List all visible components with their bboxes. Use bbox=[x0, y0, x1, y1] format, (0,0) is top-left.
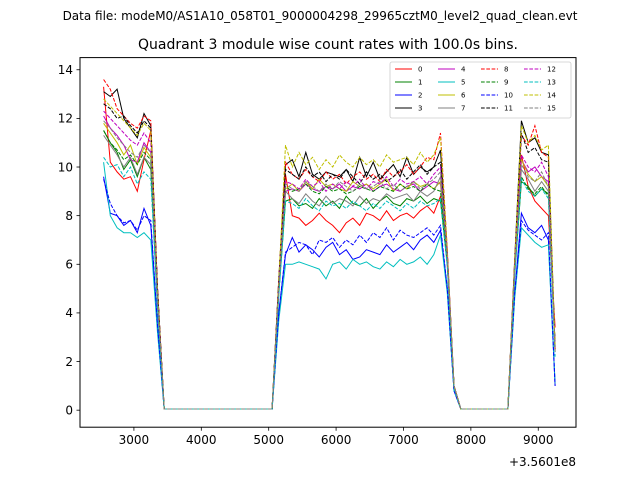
legend-label-14: 14 bbox=[547, 92, 556, 100]
series-line-0 bbox=[103, 86, 556, 410]
x-ticks: 3000 4000 5000 6000 7000 8000 9000 bbox=[119, 427, 554, 447]
plot-frame bbox=[79, 57, 577, 428]
y-tick-label: 2 bbox=[65, 355, 73, 369]
series-line-13 bbox=[103, 157, 556, 410]
x-offset-label: +3.5601e8 bbox=[509, 455, 576, 469]
series-line-11 bbox=[103, 103, 556, 410]
legend-label-1: 1 bbox=[418, 79, 422, 87]
y-tick-label: 10 bbox=[58, 160, 73, 174]
x-tick-label: 8000 bbox=[456, 433, 487, 447]
x-tick-label: 9000 bbox=[523, 433, 554, 447]
series-line-3 bbox=[103, 88, 556, 410]
legend-label-5: 5 bbox=[461, 79, 465, 87]
axes bbox=[79, 57, 577, 428]
series-line-2 bbox=[103, 176, 556, 410]
legend-frame bbox=[389, 61, 572, 119]
y-tick-label: 12 bbox=[58, 112, 73, 126]
x-tick-label: 5000 bbox=[253, 433, 284, 447]
legend-label-3: 3 bbox=[418, 105, 422, 113]
series-line-15 bbox=[103, 120, 556, 410]
legend-label-11: 11 bbox=[504, 105, 513, 113]
legend-label-8: 8 bbox=[504, 66, 508, 74]
x-tick-label: 4000 bbox=[186, 433, 217, 447]
series-line-4 bbox=[103, 115, 556, 410]
series-line-1 bbox=[103, 130, 556, 410]
x-tick-label: 3000 bbox=[119, 433, 150, 447]
legend-label-0: 0 bbox=[418, 66, 422, 74]
legend-label-9: 9 bbox=[504, 79, 508, 87]
x-tick-label: 6000 bbox=[321, 433, 352, 447]
legend-label-4: 4 bbox=[461, 66, 466, 74]
chart-suptitle: Data file: modeM0/AS1A10_058T01_90000042… bbox=[63, 9, 578, 23]
y-tick-label: 4 bbox=[65, 306, 73, 320]
legend-label-2: 2 bbox=[418, 92, 422, 100]
legend-label-6: 6 bbox=[461, 92, 466, 100]
y-tick-label: 8 bbox=[65, 209, 73, 223]
y-tick-label: 14 bbox=[58, 63, 73, 77]
y-tick-label: 0 bbox=[65, 403, 73, 417]
y-ticks: 0 2 4 6 8 10 12 14 bbox=[58, 63, 80, 417]
series-line-14 bbox=[103, 98, 556, 410]
legend-label-7: 7 bbox=[461, 105, 465, 113]
legend-label-13: 13 bbox=[547, 79, 556, 87]
series-layer bbox=[103, 79, 556, 410]
legend-label-15: 15 bbox=[547, 105, 556, 113]
series-line-9 bbox=[103, 130, 556, 410]
series-line-12 bbox=[103, 110, 556, 410]
x-tick-label: 7000 bbox=[388, 433, 419, 447]
series-line-10 bbox=[103, 179, 556, 410]
y-tick-label: 6 bbox=[65, 258, 73, 272]
series-line-6 bbox=[103, 123, 556, 410]
legend-label-10: 10 bbox=[504, 92, 513, 100]
chart-title: Quadrant 3 module wise count rates with … bbox=[138, 37, 518, 53]
legend-label-12: 12 bbox=[547, 66, 556, 74]
